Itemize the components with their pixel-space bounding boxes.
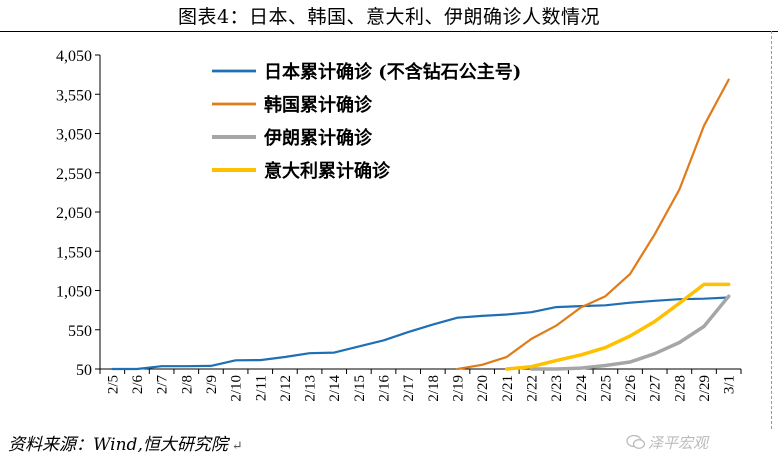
legend-label-4: 意大利累计确诊	[264, 160, 391, 182]
y-tick-label: 2,050	[56, 205, 92, 222]
series-line-4	[505, 282, 731, 371]
series-line-2	[456, 78, 730, 371]
series-line-3	[529, 294, 731, 371]
x-tick-label: 2/16	[377, 375, 393, 402]
x-tick-label: 2/11	[253, 375, 269, 401]
x-tick-label: 2/7	[155, 375, 171, 395]
legend-label-1: 日本累计确诊 (不含钻石公主号)	[264, 61, 521, 83]
chart-series	[111, 78, 731, 371]
x-tick-label: 2/24	[574, 375, 590, 402]
x-tick-label: 2/15	[352, 375, 368, 402]
y-tick-label: 1,050	[56, 284, 92, 301]
wechat-icon	[626, 434, 646, 449]
x-tick-label: 2/26	[623, 375, 639, 402]
x-tick-label: 2/21	[500, 375, 516, 402]
y-tick-label: 4,050	[56, 48, 92, 65]
x-tick-label: 3/1	[722, 375, 738, 394]
x-tick-label: 2/10	[229, 375, 245, 402]
x-tick-label: 2/20	[475, 375, 491, 402]
x-tick-label: 2/5	[105, 375, 121, 394]
source-text: 资料来源：Wind,恒大研究院	[8, 435, 228, 455]
x-tick-label: 2/9	[204, 375, 220, 394]
y-tick-label: 1,550	[56, 244, 92, 261]
x-tick-label: 2/12	[278, 375, 294, 402]
x-tick-label: 2/17	[401, 375, 417, 402]
x-tick-label: 2/18	[426, 375, 442, 402]
x-tick-label: 2/25	[598, 375, 614, 402]
series-line-1	[111, 296, 730, 371]
x-tick-label: 2/14	[327, 375, 343, 402]
legend-label-2: 韩国累计确诊	[264, 94, 373, 116]
x-tick-label: 2/19	[450, 375, 466, 402]
x-tick-label: 2/28	[672, 375, 688, 402]
title-divider	[0, 31, 778, 32]
right-frame-line	[771, 31, 772, 429]
y-tick-label: 50	[76, 362, 92, 379]
y-tick-label: 3,550	[56, 87, 92, 104]
brand-watermark: 泽平宏观	[648, 434, 709, 452]
x-tick-label: 2/8	[179, 375, 195, 394]
chart-canvas: 50 550 1,050 1,550 2,050 2,550 3,050 3,550 4,050…	[56, 48, 742, 402]
chart-axes: 50 550 1,050 1,550 2,050 2,550 3,050 3,550 4,050…	[56, 48, 742, 402]
legend-label-3: 伊朗累计确诊	[263, 127, 373, 149]
y-tick-label: 2,550	[56, 166, 92, 183]
x-tick-label: 2/13	[303, 375, 319, 402]
source-note: 资料来源：Wind,恒大研究院 ↵	[8, 430, 243, 455]
x-tick-label: 2/22	[524, 375, 540, 402]
x-tick-label: 2/6	[130, 375, 146, 395]
x-tick-label: 2/29	[697, 375, 713, 402]
y-tick-label: 550	[68, 323, 92, 340]
y-tick-label: 3,050	[56, 127, 92, 144]
chart-title: 图表4：日本、韩国、意大利、伊朗确诊人数情况	[177, 6, 601, 28]
x-tick-label: 2/27	[648, 375, 664, 402]
x-tick-label: 2/23	[549, 375, 565, 402]
paragraph-mark: ↵	[231, 439, 243, 454]
